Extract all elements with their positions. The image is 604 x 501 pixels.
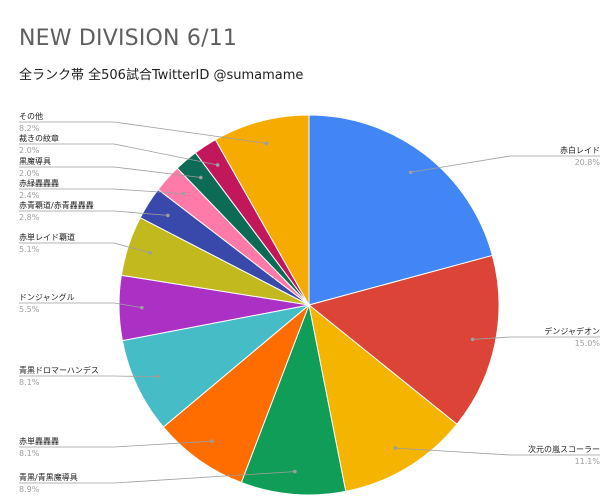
chart-title: NEW DIVISION 6/11 (19, 26, 238, 51)
label-dot (470, 337, 475, 342)
slice-label: 赤緑轟轟轟 (19, 178, 59, 188)
chart-subtitle: 全ランク帯 全506試合TwitterID @sumamame (19, 68, 304, 83)
slice-percent-label: 8.2% (19, 124, 40, 133)
slice-label: デンジャデオン (544, 326, 600, 336)
label-leader-line (19, 166, 201, 178)
slice-label: 赤単轟轟轟 (19, 436, 59, 446)
pie-slice (214, 114, 310, 307)
slice-percent-label: 2.4% (19, 191, 40, 200)
label-leader-line (472, 336, 600, 340)
slice-label: 黒魔導具 (19, 156, 51, 166)
slice-label: 赤白レイド (560, 145, 600, 155)
label-leader-line (19, 121, 267, 144)
label-leader-line (19, 302, 142, 309)
slice-percent-label: 8.1% (19, 449, 40, 458)
slice-percent-label: 8.9% (19, 485, 40, 494)
label-leader-line (19, 440, 213, 448)
label-leader-line (19, 242, 151, 254)
slice-percent-label: 2.8% (19, 213, 40, 222)
label-leader-line (19, 210, 168, 216)
slice-percent-label: 11.1% (575, 457, 601, 466)
slice-label: ドンジャングル (19, 292, 75, 302)
slice-label: 裁きの紋章 (19, 133, 59, 143)
slice-percent-label: 15.0% (575, 339, 601, 348)
slice-percent-label: 2.0% (19, 169, 40, 178)
pie-slice (307, 254, 500, 425)
slice-percent-label: 20.8% (575, 158, 601, 167)
pie-slice (162, 303, 311, 484)
label-dot (293, 469, 297, 474)
pie-slice (308, 114, 494, 306)
pie-slice (240, 303, 347, 496)
label-leader-line (395, 447, 600, 456)
label-dot (156, 374, 160, 379)
slice-percent-label: 2.0% (19, 146, 40, 155)
label-leader-line (410, 155, 600, 173)
pie-slice (121, 304, 311, 428)
slice-percent-label: 5.1% (19, 245, 40, 254)
slice-label: 次元の嵐スコーラー (528, 444, 600, 454)
label-leader-line (19, 471, 295, 484)
slice-label: 赤青覇道/赤青轟轟轟 (19, 200, 94, 210)
slice-percent-label: 5.5% (19, 305, 40, 314)
slice-percent-label: 8.1% (19, 378, 40, 387)
slice-label: 青黒ドロマーハンデス (19, 365, 99, 375)
pie-slice (308, 303, 458, 492)
label-leader-line (19, 188, 185, 195)
label-leader-line (19, 375, 158, 378)
label-leader-line (19, 143, 218, 166)
slice-label: 青黒/青黒魔導具 (19, 472, 78, 482)
slice-label: その他 (19, 111, 43, 121)
slice-label: 赤単レイド覇道 (19, 232, 75, 242)
label-dot (264, 141, 269, 146)
